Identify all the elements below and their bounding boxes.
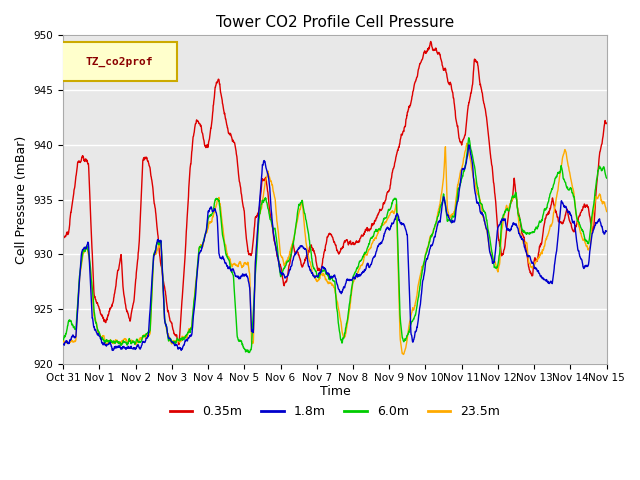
- Title: Tower CO2 Profile Cell Pressure: Tower CO2 Profile Cell Pressure: [216, 15, 454, 30]
- FancyBboxPatch shape: [60, 42, 177, 81]
- Y-axis label: Cell Pressure (mBar): Cell Pressure (mBar): [15, 135, 28, 264]
- Legend: 0.35m, 1.8m, 6.0m, 23.5m: 0.35m, 1.8m, 6.0m, 23.5m: [165, 400, 505, 423]
- Text: TZ_co2prof: TZ_co2prof: [85, 57, 153, 67]
- X-axis label: Time: Time: [319, 385, 350, 398]
